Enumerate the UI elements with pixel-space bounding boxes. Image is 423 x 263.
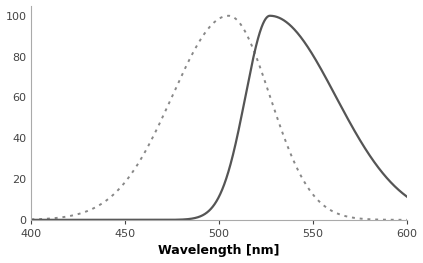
X-axis label: Wavelength [nm]: Wavelength [nm] [159,244,280,257]
